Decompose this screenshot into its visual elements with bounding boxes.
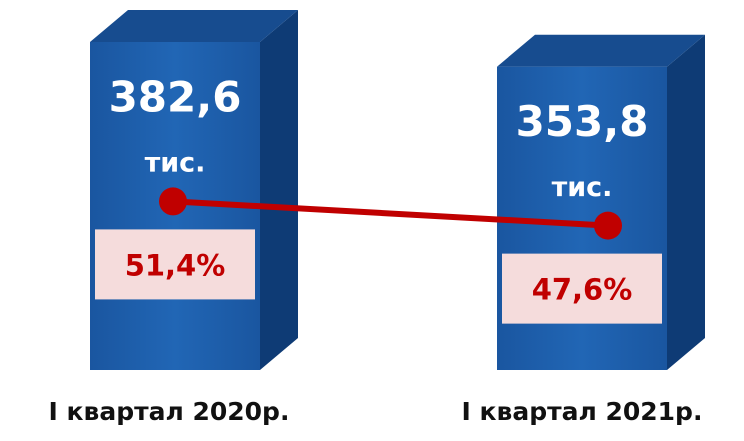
unit-label: тис. xyxy=(552,172,613,203)
bar-side xyxy=(667,34,705,371)
bar-side xyxy=(260,10,298,370)
line-point xyxy=(594,211,622,240)
value-label: 353,8 xyxy=(516,97,649,146)
percent-label: 47,6% xyxy=(532,273,633,307)
percent-box xyxy=(95,229,255,300)
value-label: 382,6 xyxy=(109,73,242,122)
bar-top xyxy=(497,34,705,67)
line-point xyxy=(159,187,187,216)
x-tick-label: I квартал 2020р. xyxy=(49,397,290,426)
bar-top xyxy=(90,10,298,42)
x-tick-label: I квартал 2021р. xyxy=(462,397,703,426)
percent-label: 51,4% xyxy=(125,248,226,282)
bar xyxy=(90,10,298,370)
line xyxy=(172,198,609,229)
percent-box xyxy=(502,253,662,324)
unit-label: тис. xyxy=(145,148,206,179)
